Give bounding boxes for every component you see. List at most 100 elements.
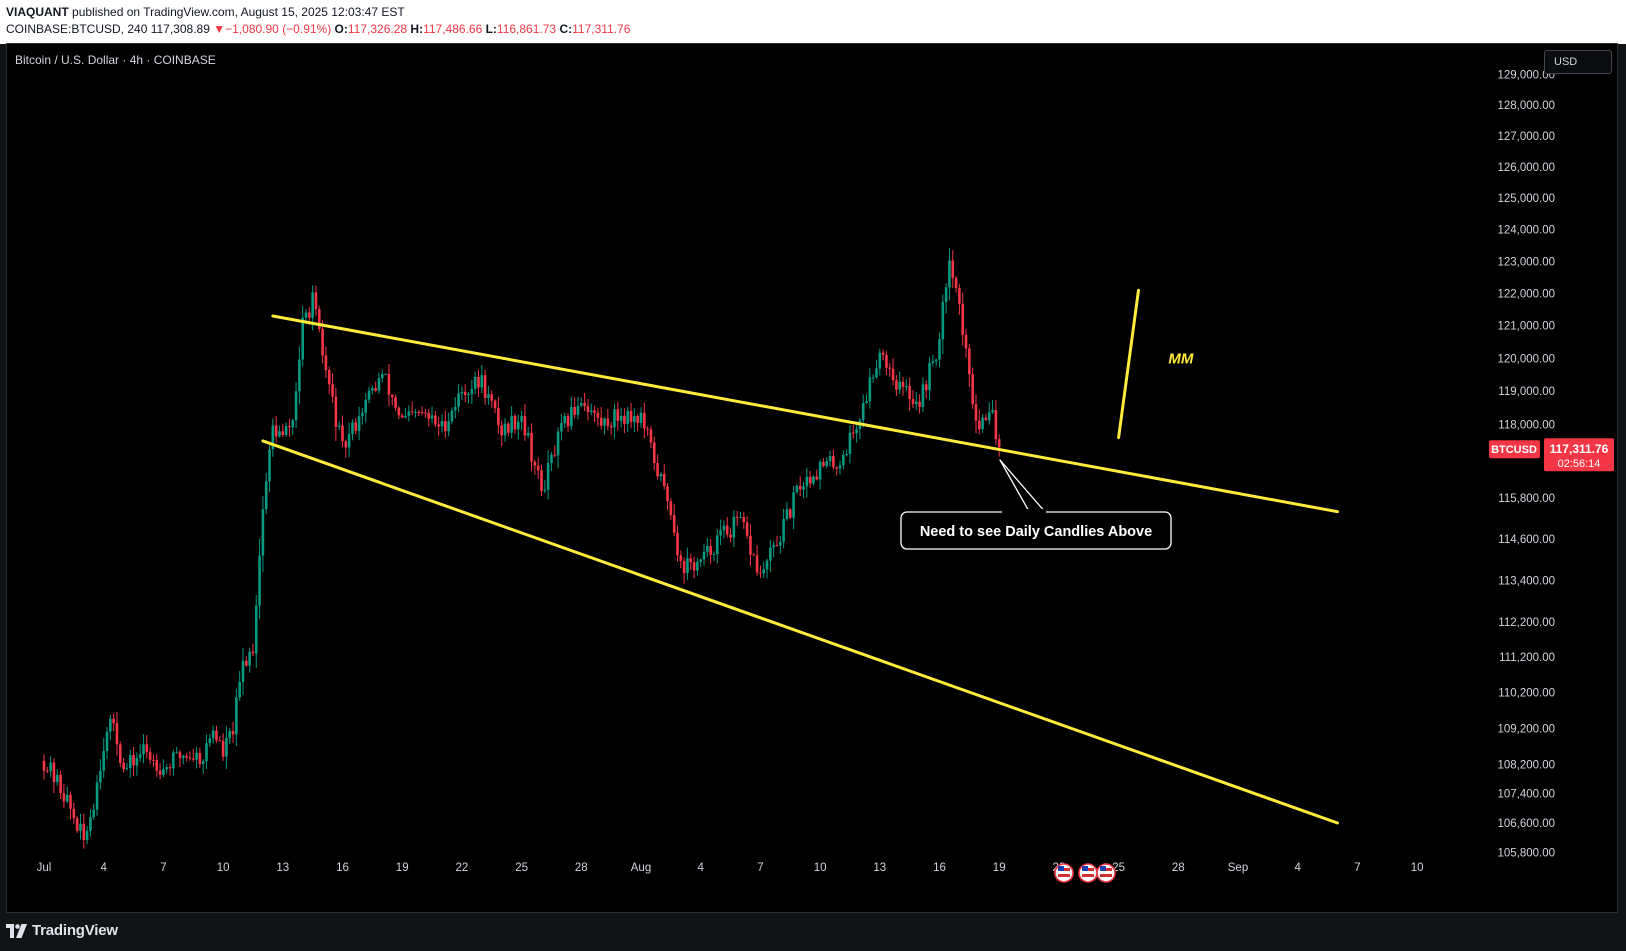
candle-body [964, 334, 968, 349]
candle-body [344, 441, 348, 448]
price-axis[interactable]: 129,000.00 128,000.00 127,000.00 126,000.00… [1497, 69, 1555, 859]
candle-body [706, 545, 709, 552]
candle-body [467, 393, 470, 396]
candle-body [480, 375, 484, 388]
candle-body [729, 534, 732, 538]
candle-body [424, 412, 427, 414]
flag-canton [1082, 866, 1088, 871]
candle-body [881, 352, 885, 355]
tradingview-wordmark: TradingView [32, 922, 118, 939]
price-tag [1544, 438, 1614, 472]
candle-body [895, 380, 898, 390]
candle-body [924, 384, 928, 391]
candle-body [132, 755, 135, 766]
candle-body [135, 757, 139, 766]
candle-body [75, 818, 79, 831]
candle-body [603, 418, 606, 426]
candle-body [530, 432, 533, 462]
us-flag-event-icon[interactable] [1078, 863, 1098, 883]
candle-body [407, 411, 411, 416]
candle-body [374, 388, 377, 391]
candle-body [245, 660, 248, 666]
price-axis-label: 105,800.00 [1497, 848, 1555, 860]
candle-body [308, 312, 311, 318]
time-axis-label: 10 [217, 862, 230, 874]
candle-body [540, 470, 543, 491]
candle-body [453, 406, 457, 411]
candle-body [427, 412, 431, 419]
candle-body [251, 651, 255, 654]
candle-body [958, 287, 961, 304]
currency-button[interactable]: USD [1544, 50, 1612, 74]
candle-body [155, 760, 159, 771]
candle-body [560, 423, 563, 432]
candle-body [875, 368, 878, 378]
candle-body [775, 545, 779, 547]
candle-body [974, 404, 978, 421]
candle-body [606, 418, 610, 426]
candle-body [55, 774, 59, 783]
time-axis-label: 28 [575, 862, 588, 874]
candle-body [490, 394, 494, 401]
candle-body [85, 830, 89, 841]
candle-body [72, 808, 76, 819]
candle-body [818, 461, 822, 480]
candle-body [745, 522, 749, 536]
candle-body [152, 759, 155, 761]
candle-body [500, 425, 503, 436]
candle-body [732, 516, 736, 538]
lower-trendline [261, 439, 1339, 825]
price-tag-countdown: 02:56:14 [1558, 458, 1601, 470]
flag-canton [1058, 866, 1064, 871]
close-label: C: [559, 22, 573, 36]
us-flag-event-icon[interactable] [1096, 863, 1116, 883]
price-axis-label: 106,600.00 [1497, 818, 1555, 830]
candle-body [334, 396, 338, 427]
chart-frame[interactable] [6, 43, 1618, 913]
candle-body [254, 605, 258, 654]
candle-body [792, 492, 795, 518]
candle-body [238, 682, 241, 698]
candle-body [616, 409, 620, 421]
candle-body [447, 421, 450, 432]
candle-body [686, 558, 689, 574]
price-axis-label: 125,000.00 [1497, 193, 1555, 205]
candle-body [832, 456, 835, 468]
candle-body [656, 463, 659, 477]
callout-join [1002, 509, 1046, 514]
candle-body [331, 384, 334, 397]
tradingview-logo[interactable]: TradingView [6, 922, 118, 939]
tradingview-logo-icon [6, 923, 27, 938]
candle-body [182, 755, 185, 759]
candle-body [361, 412, 364, 417]
time-axis[interactable]: Jul4710131619222528Aug4710131619222528Se… [37, 862, 1424, 874]
candle-body [812, 476, 815, 484]
candle-body [984, 417, 988, 421]
candle-body [457, 393, 460, 407]
time-axis-label: 16 [336, 862, 349, 874]
candle-body [102, 750, 105, 771]
candle-body [109, 718, 112, 732]
candle-body [487, 394, 490, 399]
us-flag-event-icon[interactable] [1054, 863, 1074, 883]
candle-body [420, 412, 424, 414]
candle-body [311, 292, 314, 318]
candle-body [855, 429, 858, 434]
candle-body [914, 401, 918, 405]
time-axis-label: 4 [697, 862, 704, 874]
author-name[interactable]: VIAQUANT [6, 5, 69, 19]
candle-body [357, 416, 361, 431]
candle-body [99, 770, 102, 783]
candle-body [513, 415, 517, 430]
price-axis-label: 109,200.00 [1497, 723, 1555, 735]
candle-body [118, 744, 122, 763]
candle-body [978, 420, 981, 430]
candle-body [414, 411, 417, 413]
candle-body [241, 660, 245, 683]
candle-body [901, 381, 905, 387]
low-label: L: [485, 22, 497, 36]
candle-body [928, 362, 931, 391]
price-axis-label: 124,000.00 [1497, 225, 1555, 237]
candle-body [735, 516, 739, 518]
